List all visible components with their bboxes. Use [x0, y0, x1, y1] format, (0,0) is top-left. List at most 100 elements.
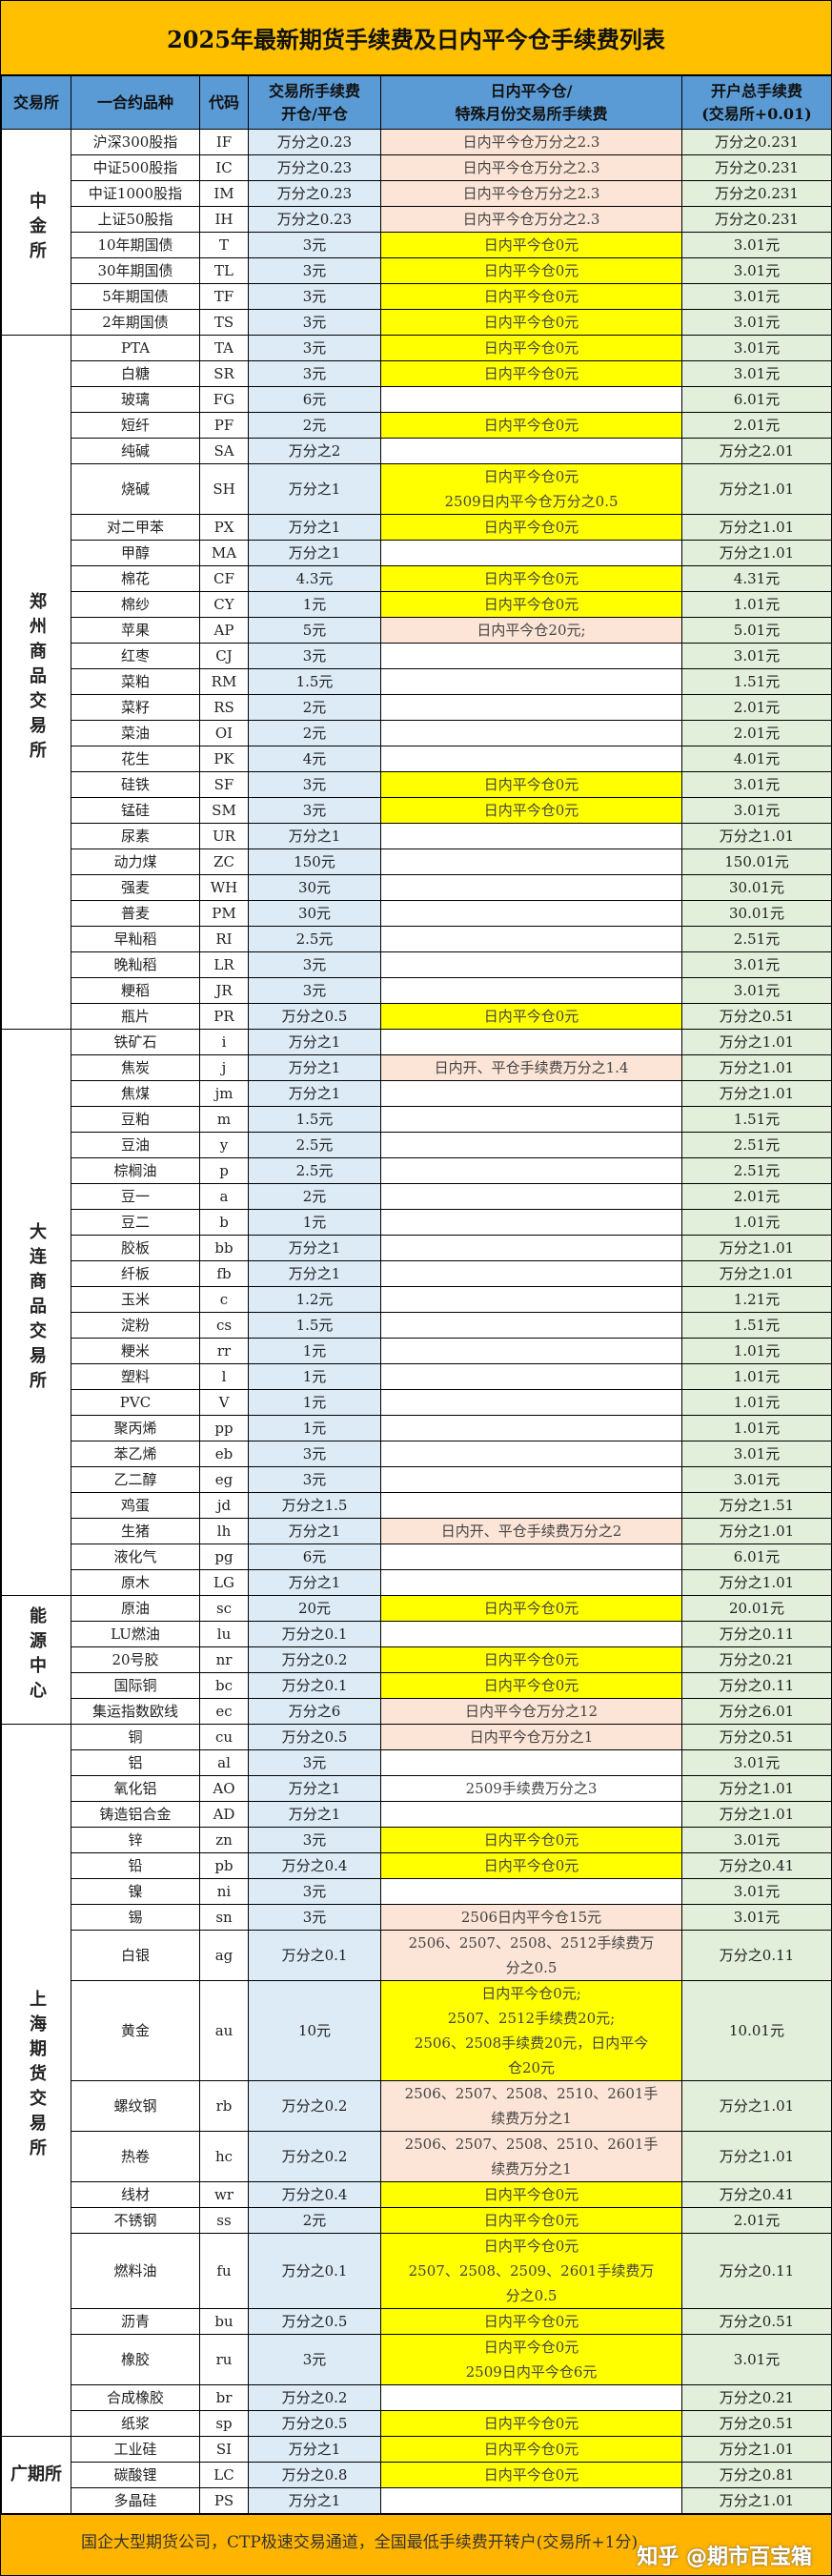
- watermark: 知乎 @期市百宝箱: [637, 2545, 812, 2569]
- table-row: 硅铁 SF 3元 日内平今仓0元 3.01元: [2, 771, 832, 798]
- table-row: PVC V 1元 1.01元: [2, 1389, 832, 1416]
- exchange-fee: 20元: [248, 1595, 381, 1622]
- intraday-fee: [380, 1209, 682, 1236]
- table-row: 普麦 PM 30元 30.01元: [2, 900, 832, 927]
- total-fee: 万分之1.01: [681, 2436, 832, 2463]
- contract-code: sn: [199, 1904, 249, 1931]
- exchange-fee: 万分之1: [248, 1775, 381, 1802]
- contract-code: WH: [199, 874, 249, 901]
- contract-code: PX: [199, 514, 249, 541]
- exchange-fee: 万分之0.23: [248, 129, 381, 155]
- product-name: 塑料: [71, 1363, 200, 1390]
- product-name: 豆一: [71, 1183, 200, 1210]
- exchange-cell: 上海期货交易所: [1, 1724, 71, 2437]
- table-row: 合成橡胶 br 万分之0.2 万分之0.21: [2, 2384, 832, 2411]
- exchange-fee: 万分之1: [248, 2436, 381, 2463]
- table-row: 晚籼稻 LR 3元 3.01元: [2, 951, 832, 978]
- contract-code: LC: [199, 2462, 249, 2488]
- table-row: 氧化铝 AO 万分之1 2509手续费万分之3 万分之1.01: [2, 1775, 832, 1802]
- table-row: 短纤 PF 2元 日内平今仓0元 2.01元: [2, 412, 832, 439]
- intraday-fee: 日内平今仓0元: [380, 309, 682, 336]
- contract-code: rr: [199, 1338, 249, 1364]
- product-name: 短纤: [71, 412, 200, 439]
- intraday-fee: [380, 1415, 682, 1441]
- exchange-fee: 万分之1: [248, 1569, 381, 1596]
- product-name: 焦炭: [71, 1054, 200, 1081]
- table-row: 豆油 y 2.5元 2.51元: [2, 1132, 832, 1158]
- total-fee: 万分之1.01: [681, 1801, 832, 1828]
- intraday-fee: [380, 1029, 682, 1055]
- contract-code: ZC: [199, 848, 249, 875]
- product-name: 10年期国债: [71, 232, 200, 258]
- contract-code: lu: [199, 1621, 249, 1647]
- contract-code: a: [199, 1183, 249, 1210]
- table-row: 甲醇 MA 万分之1 万分之1.01: [2, 540, 832, 566]
- intraday-fee: 日内平今仓万分之2.3: [380, 180, 682, 207]
- table-row: 2年期国债 TS 3元 日内平今仓0元 3.01元: [2, 309, 832, 336]
- table-row: 黄金 au 10元 日内平今仓0元; 2507、2512手续费20元; 2506、25…: [2, 1980, 832, 2081]
- exchange-fee: 150元: [248, 848, 381, 875]
- total-fee: 1.21元: [681, 1286, 832, 1313]
- intraday-fee: [380, 1286, 682, 1313]
- product-name: 铜: [71, 1724, 200, 1750]
- product-name: 5年期国债: [71, 283, 200, 310]
- intraday-fee: 日内平今仓0元: [380, 412, 682, 439]
- total-fee: 2.51元: [681, 1132, 832, 1158]
- exchange-fee: 1.2元: [248, 1286, 381, 1313]
- product-name: 橡胶: [71, 2334, 200, 2385]
- intraday-fee: 日内平今仓0元: [380, 1827, 682, 1853]
- exchange-cell: 广期所: [1, 2436, 71, 2514]
- product-name: 碳酸锂: [71, 2462, 200, 2488]
- product-name: 棉纱: [71, 591, 200, 618]
- total-fee: 万分之0.231: [681, 206, 832, 233]
- footer-banner: 国企大型期货公司，CTP极速交易通道，全国最低手续费开转户(交易所+1分) 知乎…: [1, 2514, 831, 2575]
- exchange-fee: 3元: [248, 977, 381, 1004]
- total-fee: 1.01元: [681, 1389, 832, 1416]
- exchange-fee: 万分之0.1: [248, 1621, 381, 1647]
- total-fee: 万分之0.81: [681, 2462, 832, 2488]
- table-row: 动力煤 ZC 150元 150.01元: [2, 848, 832, 875]
- intraday-fee: [380, 643, 682, 669]
- total-fee: 3.01元: [681, 1466, 832, 1493]
- product-name: 动力煤: [71, 848, 200, 875]
- table-row: 棉花 CF 4.3元 日内平今仓0元 4.31元: [2, 565, 832, 592]
- contract-code: AP: [199, 617, 249, 644]
- product-name: 烧碱: [71, 463, 200, 515]
- table-row: 能源中心 原油 sc 20元 日内平今仓0元 20.01元: [1, 1595, 832, 1725]
- table-row: 聚丙烯 pp 1元 1.01元: [2, 1415, 832, 1441]
- contract-code: RI: [199, 926, 249, 952]
- total-fee: 万分之0.21: [681, 1646, 832, 1673]
- product-name: 铅: [71, 1852, 200, 1879]
- product-name: 工业硅: [71, 2436, 200, 2463]
- exchange-fee: 3元: [248, 797, 381, 824]
- contract-code: ru: [199, 2334, 249, 2385]
- intraday-fee: 日内开、平仓手续费万分之2: [380, 1518, 682, 1544]
- contract-code: PK: [199, 746, 249, 772]
- total-fee: 万分之0.231: [681, 180, 832, 207]
- product-name: 铝: [71, 1749, 200, 1776]
- exchange-fee: 万分之1: [248, 1054, 381, 1081]
- product-name: LU燃油: [71, 1621, 200, 1647]
- contract-code: CF: [199, 565, 249, 592]
- total-fee: 3.01元: [681, 335, 832, 361]
- fee-table-body: 中金所 沪深300股指 IF 万分之0.23 日内平今仓万分之2.3 万分之0.231 中证…: [1, 129, 832, 2514]
- product-name: 原木: [71, 1569, 200, 1596]
- table-row: 5年期国债 TF 3元 日内平今仓0元 3.01元: [2, 283, 832, 310]
- exchange-fee: 2.5元: [248, 1132, 381, 1158]
- table-row: 线材 wr 万分之0.4 日内平今仓0元 万分之0.41: [2, 2181, 832, 2208]
- header-fee: 交易所手续费 开仓/平仓: [248, 75, 381, 130]
- intraday-fee: [380, 1466, 682, 1493]
- exchange-cell: 郑州商品交易所: [1, 335, 71, 1030]
- exchange-fee: 3元: [248, 1827, 381, 1853]
- exchange-fee: 3元: [248, 232, 381, 258]
- total-fee: 6.01元: [681, 1544, 832, 1570]
- product-name: 强麦: [71, 874, 200, 901]
- product-name: 尿素: [71, 823, 200, 849]
- table-row: 中证500股指 IC 万分之0.23 日内平今仓万分之2.3 万分之0.231: [2, 154, 832, 181]
- intraday-fee: [380, 1183, 682, 1210]
- table-row: 纤板 fb 万分之1 万分之1.01: [2, 1260, 832, 1287]
- exchange-fee: 1元: [248, 591, 381, 618]
- intraday-fee: 日内平今仓0元: [380, 514, 682, 541]
- contract-code: eg: [199, 1466, 249, 1493]
- intraday-fee: 日内平今仓万分之2.3: [380, 129, 682, 155]
